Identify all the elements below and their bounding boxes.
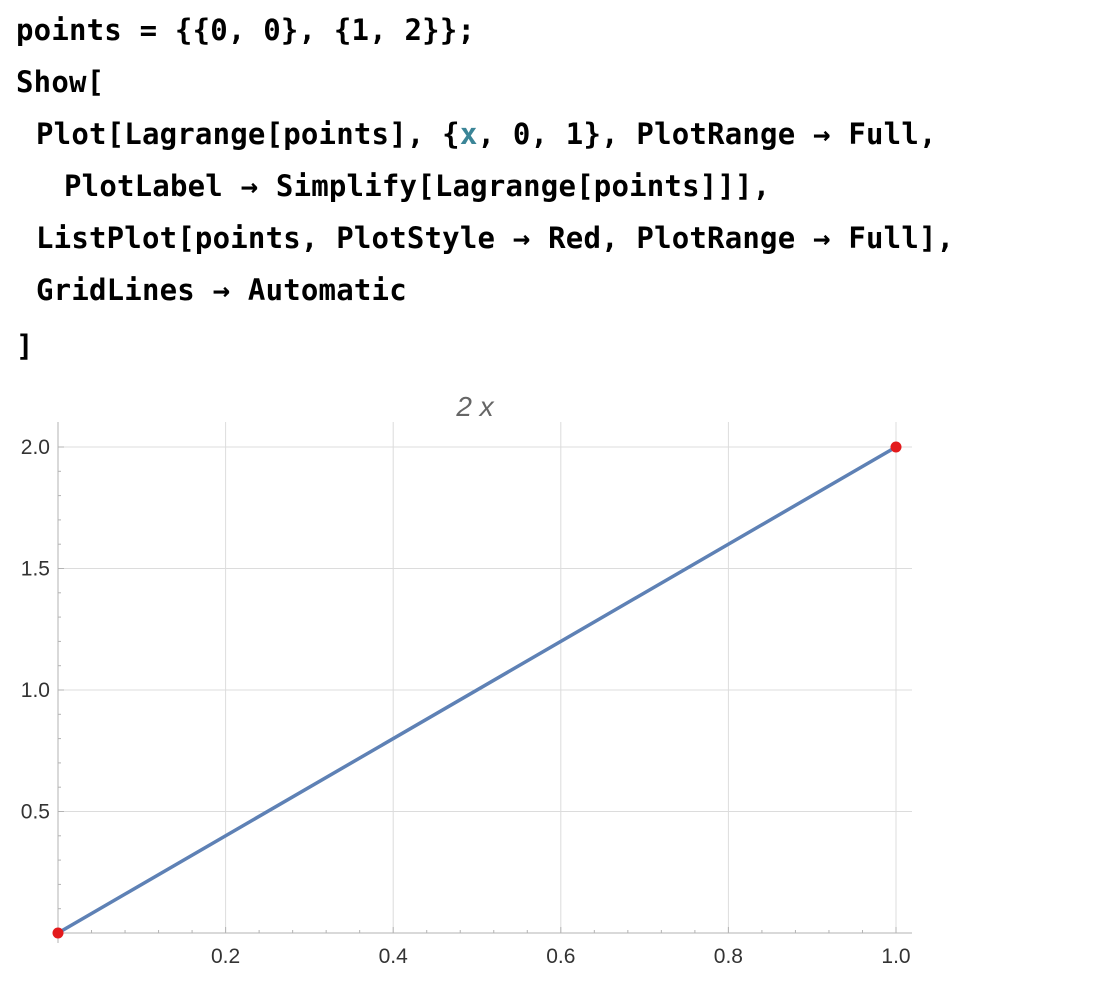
data-point	[52, 927, 64, 939]
code-text: , 0, 1}, PlotRange → Full,	[477, 117, 937, 151]
x-tick-label: 0.8	[714, 945, 743, 968]
chart-title: 2 x	[455, 391, 494, 422]
x-tick-label: 0.4	[379, 945, 409, 968]
code-line-6: GridLines → Automatic	[16, 264, 954, 316]
code-text: points = {{0, 0}, {1, 2}};	[16, 13, 476, 47]
code-line-7: ]	[16, 316, 954, 376]
code-text: GridLines → Automatic	[36, 273, 407, 307]
x-tick-label: 0.2	[211, 945, 240, 968]
chart-svg: 2 x 0.2 0.4 0.6 0.8 1.0 0.5 1.0 1.5 2.0	[21, 391, 912, 968]
code-text: ]	[16, 329, 34, 363]
code-line-3: Plot[Lagrange[points], {x, 0, 1}, PlotRa…	[16, 108, 954, 160]
code-text: ListPlot[points, PlotStyle → Red, PlotRa…	[36, 221, 955, 255]
y-tick-label: 2.0	[21, 436, 50, 459]
chart-marks	[52, 441, 902, 939]
code-text: PlotLabel → Simplify[Lagrange[points]]],	[64, 169, 771, 203]
code-line-1: points = {{0, 0}, {1, 2}};	[16, 4, 954, 56]
y-tick-label: 1.5	[21, 558, 50, 581]
data-point	[890, 441, 902, 453]
x-tick-label: 1.0	[881, 945, 910, 968]
code-text: Show[	[16, 65, 105, 99]
y-tick-label: 0.5	[21, 801, 50, 824]
code-line-5: ListPlot[points, PlotStyle → Red, PlotRa…	[16, 212, 954, 264]
axes: 0.2 0.4 0.6 0.8 1.0 0.5 1.0 1.5 2.0	[21, 422, 912, 968]
input-cell[interactable]: points = {{0, 0}, {1, 2}}; Show[ Plot[La…	[16, 4, 954, 376]
output-plot[interactable]: 2 x 0.2 0.4 0.6 0.8 1.0 0.5 1.0 1.5 2.0	[0, 380, 1120, 994]
code-variable: x	[459, 117, 478, 151]
series-line	[56, 445, 898, 935]
code-line-4: PlotLabel → Simplify[Lagrange[points]]],	[16, 160, 954, 212]
y-tick-label: 1.0	[21, 679, 50, 702]
code-line-2: Show[	[16, 56, 954, 108]
grid-lines	[58, 422, 912, 933]
x-tick-label: 0.6	[546, 945, 575, 968]
code-text: Plot[Lagrange[points], {	[36, 117, 460, 151]
